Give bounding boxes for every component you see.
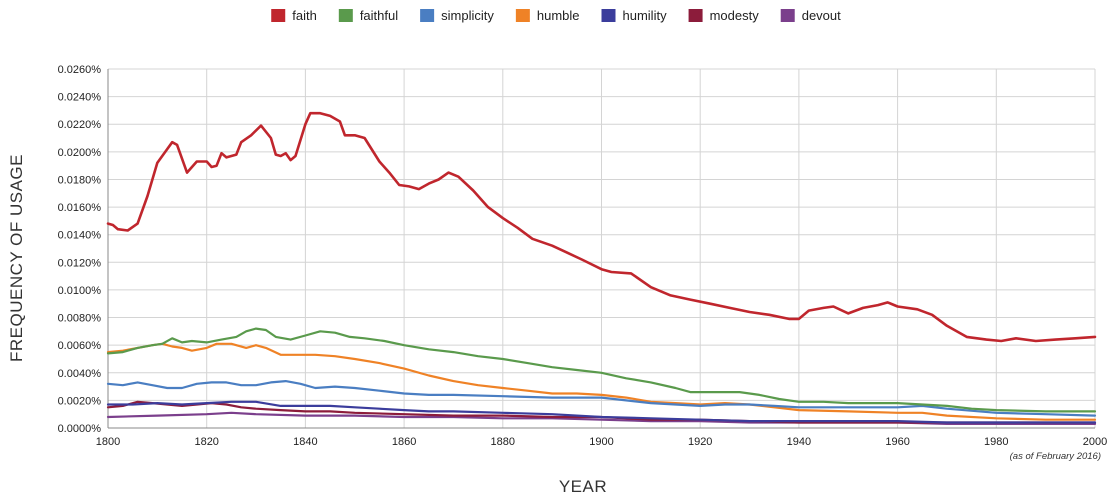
x-axis-ticks: 1800 1820 1840 1860 1880 1900 1920 1940 1960 1980… bbox=[96, 436, 1107, 448]
x-tick-label: 1860 bbox=[392, 436, 416, 448]
x-tick-label: 1880 bbox=[491, 436, 515, 448]
legend-item-humility[interactable]: humility bbox=[601, 8, 668, 23]
x-tick-label: 2000 bbox=[1083, 436, 1107, 448]
series-line-faithful bbox=[106, 327, 1097, 413]
legend-swatch bbox=[271, 9, 286, 22]
legend-swatch bbox=[688, 9, 703, 22]
legend-label: devout bbox=[802, 8, 841, 23]
y-tick-label: 0.0100% bbox=[58, 285, 102, 297]
legend-item-modesty[interactable]: modesty bbox=[688, 8, 760, 23]
legend-swatch bbox=[601, 9, 616, 22]
series-lines bbox=[106, 111, 1097, 425]
y-tick-label: 0.0200% bbox=[58, 147, 102, 159]
x-axis-title: YEAR bbox=[559, 477, 607, 496]
x-tick-label: 1840 bbox=[293, 436, 317, 448]
legend-swatch bbox=[515, 9, 530, 22]
legend-label: modesty bbox=[710, 8, 760, 23]
y-tick-label: 0.0120% bbox=[58, 257, 102, 269]
legend-label: faith bbox=[292, 8, 317, 23]
legend-item-faithful[interactable]: faithful bbox=[338, 8, 398, 23]
y-tick-label: 0.0080% bbox=[58, 313, 102, 325]
y-tick-label: 0.0240% bbox=[58, 92, 102, 104]
x-tick-label: 1820 bbox=[194, 436, 218, 448]
legend-item-devout[interactable]: devout bbox=[780, 8, 841, 23]
y-axis-title: FREQUENCY OF USAGE bbox=[7, 154, 26, 362]
data-date-note: (as of February 2016) bbox=[1010, 451, 1101, 462]
legend-item-faith[interactable]: faith bbox=[271, 8, 317, 23]
x-tick-label: 1900 bbox=[589, 436, 613, 448]
legend-label: simplicity bbox=[441, 8, 494, 23]
legend-label: faithful bbox=[360, 8, 398, 23]
series-line-simplicity bbox=[106, 380, 1097, 417]
y-tick-label: 0.0060% bbox=[58, 340, 102, 352]
y-tick-label: 0.0220% bbox=[58, 119, 102, 131]
y-tick-label: 0.0260% bbox=[58, 64, 102, 76]
series-line-humble bbox=[106, 342, 1097, 421]
x-tick-label: 1920 bbox=[688, 436, 712, 448]
y-tick-label: 0.0140% bbox=[58, 230, 102, 242]
legend-item-simplicity[interactable]: simplicity bbox=[420, 8, 494, 23]
x-tick-label: 1980 bbox=[984, 436, 1008, 448]
y-tick-label: 0.0160% bbox=[58, 202, 102, 214]
x-tick-label: 1960 bbox=[885, 436, 909, 448]
x-tick-label: 1940 bbox=[787, 436, 811, 448]
legend-swatch bbox=[780, 9, 795, 22]
series-line-modesty bbox=[106, 400, 1097, 424]
y-tick-label: 0.0000% bbox=[58, 423, 102, 435]
legend-label: humble bbox=[537, 8, 580, 23]
y-tick-label: 0.0020% bbox=[58, 395, 102, 407]
legend-item-humble[interactable]: humble bbox=[515, 8, 580, 23]
gridlines bbox=[107, 68, 1096, 429]
series-line-humility bbox=[106, 400, 1097, 424]
legend-label: humility bbox=[623, 8, 668, 23]
legend-swatch bbox=[420, 9, 435, 22]
y-axis-ticks: 0.0000% 0.0020% 0.0040% 0.0060% 0.0080% 0.010… bbox=[58, 64, 102, 435]
legend: faith faithful simplicity humble humility mod… bbox=[271, 8, 841, 23]
y-tick-label: 0.0040% bbox=[58, 368, 102, 380]
y-tick-label: 0.0180% bbox=[58, 174, 102, 186]
x-tick-label: 1800 bbox=[96, 436, 120, 448]
legend-swatch bbox=[338, 9, 353, 22]
series-line-faith bbox=[106, 111, 1097, 343]
